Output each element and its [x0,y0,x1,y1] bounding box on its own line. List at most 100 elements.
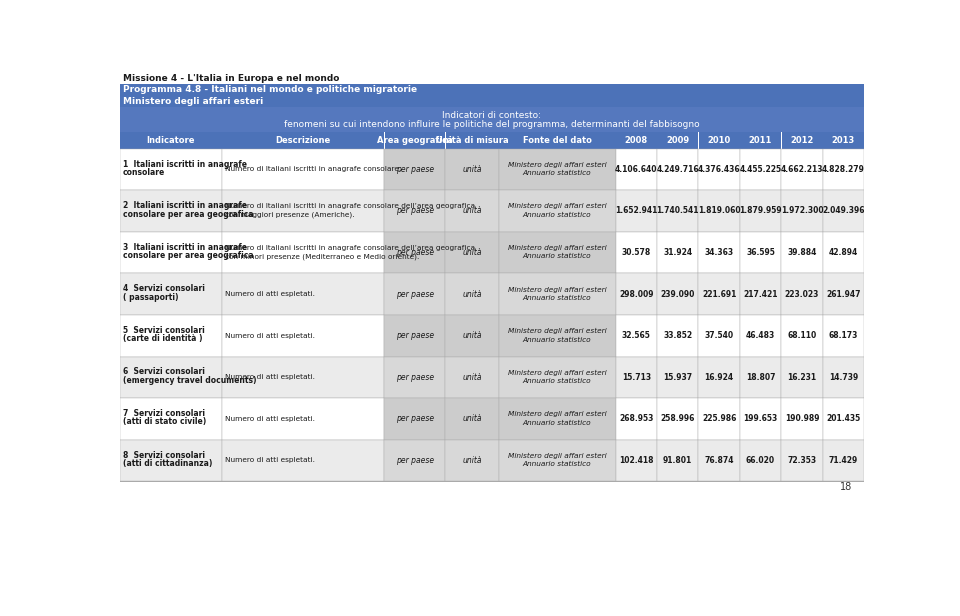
Text: Numero di atti espletati.: Numero di atti espletati. [225,416,315,422]
Text: Ministero degli affari esteri: Ministero degli affari esteri [508,245,607,251]
Bar [222,357,384,398]
Bar [222,232,384,274]
Text: 39.884: 39.884 [787,248,817,257]
Text: unità: unità [462,248,482,257]
Text: (carte di identità ): (carte di identità ) [123,334,203,343]
Text: Annuario statistico: Annuario statistico [523,378,591,384]
Text: 4.106.640: 4.106.640 [615,165,658,174]
Bar [120,398,222,440]
Text: per paese: per paese [396,456,434,465]
Bar [498,357,615,398]
Text: unità: unità [462,415,482,423]
Text: Annuario statistico: Annuario statistico [523,170,591,176]
Bar [615,440,657,481]
Bar [120,107,864,132]
Bar [657,315,698,357]
Text: 2009: 2009 [666,136,689,145]
Text: Indicatori di contesto:: Indicatori di contesto: [443,111,541,120]
Text: 1.652.941: 1.652.941 [615,206,658,216]
Text: 1.879.959: 1.879.959 [739,206,781,216]
Bar [781,232,823,274]
Text: 2010: 2010 [708,136,731,145]
Text: 298.009: 298.009 [619,290,654,299]
Bar [615,148,657,190]
Bar [498,190,615,232]
Text: Ministero degli affari esteri: Ministero degli affari esteri [508,370,607,376]
Bar [781,274,823,315]
Bar [120,440,222,481]
Text: 46.483: 46.483 [746,331,775,340]
Bar [222,315,384,357]
Bar [498,232,615,274]
Bar [823,357,864,398]
Text: 71.429: 71.429 [828,456,858,465]
Text: 91.801: 91.801 [663,456,692,465]
Text: consolare: consolare [123,168,165,177]
Text: Fonte del dato: Fonte del dato [522,136,591,145]
Bar [615,398,657,440]
Text: 76.874: 76.874 [705,456,733,465]
Text: 5  Servizi consolari: 5 Servizi consolari [123,326,204,335]
Text: con minori presenze (Mediterraneo e Medio oriente).: con minori presenze (Mediterraneo e Medi… [225,253,420,260]
Text: 225.986: 225.986 [702,415,736,423]
Bar [222,440,384,481]
Text: per paese: per paese [396,290,434,299]
Bar [120,95,864,107]
Text: con maggiori presenze (Americhe).: con maggiori presenze (Americhe). [225,211,354,218]
Bar [384,232,445,274]
Bar [498,440,615,481]
Text: 7  Servizi consolari: 7 Servizi consolari [123,409,205,418]
Text: Descrizione: Descrizione [276,136,330,145]
Text: per paese: per paese [396,415,434,423]
Bar [657,148,698,190]
Bar [698,315,740,357]
Text: 14.739: 14.739 [828,373,858,382]
Text: 4.662.213: 4.662.213 [780,165,824,174]
Bar [445,315,498,357]
Text: 2.049.396: 2.049.396 [822,206,865,216]
Bar [615,357,657,398]
Text: 37.540: 37.540 [705,331,733,340]
Bar [698,398,740,440]
Text: 72.353: 72.353 [787,456,817,465]
Text: (emergency travel documents): (emergency travel documents) [123,376,256,385]
Text: 31.924: 31.924 [663,248,692,257]
Text: 239.090: 239.090 [660,290,695,299]
Bar [120,84,864,95]
Text: Ministero degli affari esteri: Ministero degli affari esteri [123,97,263,106]
Text: Numero di Italiani iscritti in anagrafe consolare.: Numero di Italiani iscritti in anagrafe … [225,166,401,172]
Text: 30.578: 30.578 [621,248,651,257]
Text: 190.989: 190.989 [784,415,819,423]
Bar [698,148,740,190]
Text: Numero di atti espletati.: Numero di atti espletati. [225,375,315,380]
Bar [698,190,740,232]
Bar [781,440,823,481]
Bar [120,357,222,398]
Text: unità: unità [462,456,482,465]
Bar [615,315,657,357]
Bar [740,232,781,274]
Bar [740,440,781,481]
Bar [120,190,222,232]
Text: consolare per area geografica: consolare per area geografica [123,251,253,260]
Text: Programma 4.8 - Italiani nel mondo e politiche migratorie: Programma 4.8 - Italiani nel mondo e pol… [123,85,418,94]
Bar [384,440,445,481]
Text: Annuario statistico: Annuario statistico [523,461,591,468]
Text: 3  Italiani iscritti in anagrafe: 3 Italiani iscritti in anagrafe [123,243,247,252]
Text: 66.020: 66.020 [746,456,775,465]
Text: Area geografica: Area geografica [376,136,452,145]
Text: 68.110: 68.110 [787,331,817,340]
Bar [120,274,222,315]
Bar [615,190,657,232]
Text: 6  Servizi consolari: 6 Servizi consolari [123,367,205,376]
Text: per paese: per paese [396,373,434,382]
Bar [698,357,740,398]
Bar [781,315,823,357]
Text: 16.924: 16.924 [705,373,733,382]
Text: 2011: 2011 [749,136,772,145]
Bar [740,190,781,232]
Text: 15.937: 15.937 [663,373,692,382]
Text: 15.713: 15.713 [622,373,651,382]
Text: Ministero degli affari esteri: Ministero degli affari esteri [508,203,607,209]
Text: Numero di atti espletati.: Numero di atti espletati. [225,458,315,463]
